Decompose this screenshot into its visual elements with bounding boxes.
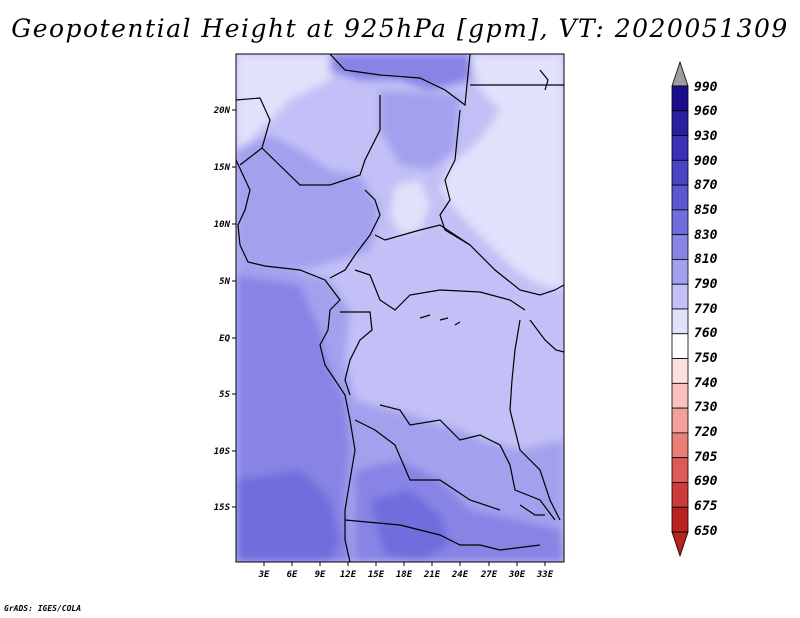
colorbar-label-830: 830 [694, 228, 718, 243]
chad-sudan-border [439, 109, 564, 296]
colorbar-label-870: 870 [694, 178, 718, 193]
field-sudan-light [440, 54, 564, 290]
colorbar-label-960: 960 [694, 104, 718, 119]
lat-tick-label-10s: 10S [214, 447, 231, 457]
lon-tick-label-33e: 33E [536, 570, 554, 580]
colorbar-box-675 [671, 506, 689, 533]
colorbar-box-790 [671, 283, 689, 310]
nigeria-border [329, 189, 381, 279]
colorbar-box-810 [671, 259, 689, 285]
lat-tick-label-15n: 15N [214, 163, 231, 173]
lon-tick-label-30e: 30E [508, 570, 526, 580]
lon-tick-label-27e: 27E [480, 570, 498, 580]
colorbar-box-760 [671, 333, 689, 359]
colorbar-box-705 [671, 457, 689, 483]
colorbar-label-690: 690 [694, 474, 718, 489]
angola-zambia-border [354, 419, 501, 511]
drc-south-border [379, 404, 556, 521]
libya-border [329, 54, 471, 107]
colorbar-label-675: 675 [694, 499, 718, 514]
colorbar-label-850: 850 [694, 203, 718, 218]
colorbar-boxes [671, 85, 689, 533]
colorbar-label-720: 720 [694, 425, 718, 440]
colorbar-labels: 990 960 930 900 870 850 830 810 790 770 … [694, 80, 718, 539]
colorbar-box-830 [671, 234, 689, 260]
colorbar-box-960 [671, 110, 689, 136]
colorbar-label-740: 740 [694, 376, 718, 391]
lat-tick-label-eq: EQ [219, 334, 230, 344]
lat-tick-label-5n: 5N [219, 277, 230, 287]
lon-tick-label-24e: 24E [451, 570, 469, 580]
colorbar-bottom-triangle [671, 531, 689, 558]
field-zambia-850 [370, 490, 450, 560]
field-west-africa-810 [236, 135, 380, 270]
field-libya-830 [330, 54, 470, 90]
mali-niger-border [261, 95, 381, 186]
colorbar-box-900 [671, 159, 689, 186]
malawi-lake [519, 504, 545, 516]
lon-tick-label-15e: 15E [368, 570, 385, 580]
colorbar-label-990: 990 [694, 80, 718, 95]
field-sahara-west-light [236, 54, 330, 150]
colorbar-label-900: 900 [694, 154, 718, 169]
colorbar-box-930 [671, 135, 689, 161]
colorbar: 990 960 930 900 870 850 830 810 790 770 … [671, 60, 718, 558]
colorbar-label-705: 705 [694, 450, 718, 465]
lon-tick-label-9e: 9E [315, 570, 326, 580]
colorbar-box-990 [671, 85, 689, 112]
tick-marks [232, 109, 546, 566]
colorbar-label-810: 810 [694, 252, 718, 267]
colorbar-label-760: 760 [694, 326, 718, 341]
map-panel [236, 54, 564, 562]
grads-credit: GrADS: IGES/COLA [4, 604, 82, 613]
colorbar-top-triangle [671, 60, 689, 87]
kenya-border [529, 319, 564, 353]
lon-tick-label-21e: 21E [423, 570, 441, 580]
lon-tick-label-6e: 6E [287, 570, 298, 580]
colorbar-label-930: 930 [694, 129, 718, 144]
map-title: Geopotential Height at 925hPa [gpm], VT:… [11, 14, 789, 43]
colorbar-box-740 [671, 382, 689, 409]
colorbar-box-690 [671, 482, 689, 508]
colorbar-label-730: 730 [694, 400, 718, 415]
colorbar-box-850 [671, 209, 689, 236]
field-congo-790 [380, 290, 520, 430]
map-frame [235, 53, 565, 563]
field-chad-light [390, 180, 430, 235]
field-contours [236, 54, 564, 562]
red-sea-coast [539, 69, 549, 91]
lat-tick-label-15s: 15S [214, 503, 231, 513]
lon-tick-label-18e: 18E [396, 570, 413, 580]
colorbar-box-770 [671, 308, 689, 335]
colorbar-box-870 [671, 184, 689, 211]
colorbar-box-730 [671, 407, 689, 434]
congo-river-marks [419, 314, 461, 326]
east-africa-rift [509, 319, 561, 521]
colorbar-label-750: 750 [694, 351, 718, 366]
lat-tick-label-10n: 10N [214, 220, 231, 230]
lon-tick-label-12e: 12E [340, 570, 357, 580]
namibia-border [344, 519, 541, 551]
lat-tick-label-20n: 20N [213, 106, 231, 116]
congo-north-border [354, 269, 526, 311]
colorbar-label-790: 790 [694, 277, 718, 292]
field-niger-810 [380, 90, 460, 170]
lat-tick-label-5s: 5S [219, 390, 230, 400]
car-border [374, 224, 471, 246]
colorbar-box-750 [671, 358, 689, 384]
map-boundaries [236, 54, 564, 562]
west-coastline [236, 159, 356, 562]
colorbar-box-720 [671, 432, 689, 459]
colorbar-label-770: 770 [694, 302, 718, 317]
colorbar-label-650: 650 [694, 524, 718, 539]
lon-tick-group: 3E 6E 9E 12E 15E 18E 21E 24E 27E 30E 33E [258, 570, 554, 580]
gabon-border [340, 311, 373, 396]
lon-tick-label-3e: 3E [258, 570, 270, 580]
field-sw-850 [236, 470, 340, 562]
lat-tick-group: 20N 15N 10N 5N EQ 5S 10S 15S [213, 106, 231, 513]
mauritania-border [236, 97, 271, 166]
